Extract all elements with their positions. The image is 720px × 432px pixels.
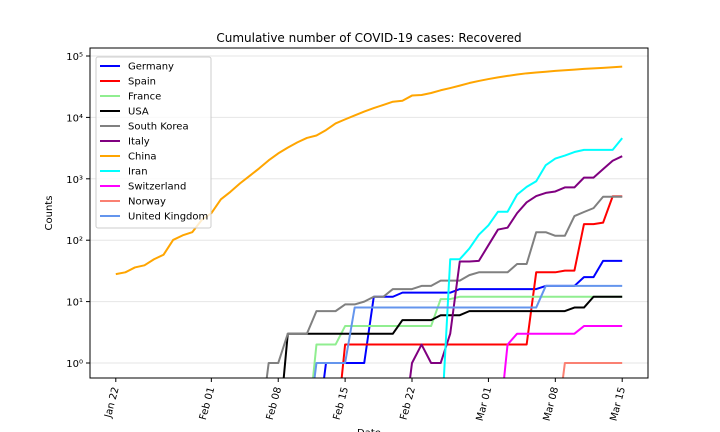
- legend-box: [95, 56, 212, 229]
- legend-label: Italy: [128, 137, 150, 148]
- y-tick-label: 10⁵: [66, 52, 83, 63]
- series-line: [265, 195, 623, 378]
- series-line: [323, 259, 623, 378]
- series-line: [503, 325, 623, 378]
- series-line: [313, 284, 623, 378]
- y-tick-label: 10⁰: [66, 359, 83, 370]
- y-axis-label: Counts: [44, 196, 55, 231]
- legend-label: Norway: [128, 197, 166, 208]
- series-line: [442, 137, 623, 378]
- chart-title: Cumulative number of COVID-19 cases: Rec…: [216, 31, 521, 45]
- legend-label: Germany: [128, 62, 174, 73]
- series-line: [312, 295, 623, 378]
- legend: Germany Spain France USA South Korea Italy Chi…: [95, 56, 212, 229]
- y-tick-label: 10³: [66, 175, 83, 186]
- series-line: [282, 295, 623, 378]
- series-line: [409, 155, 623, 378]
- legend-label: Switzerland: [128, 182, 186, 193]
- y-tick-label: 10¹: [66, 298, 83, 309]
- legend-label: France: [128, 92, 161, 103]
- legend-label: South Korea: [128, 122, 189, 133]
- axes-frame: [89, 47, 649, 379]
- legend-label: Spain: [128, 77, 156, 88]
- series-line: [340, 195, 623, 378]
- y-tick-label: 10⁴: [66, 113, 83, 124]
- legend-label: USA: [128, 107, 149, 118]
- legend-label: Iran: [128, 167, 148, 178]
- x-axis-label: Date: [357, 428, 381, 432]
- legend-label: United Kingdom: [128, 212, 208, 223]
- legend-label: China: [128, 152, 157, 163]
- y-tick-label: 10²: [66, 236, 83, 247]
